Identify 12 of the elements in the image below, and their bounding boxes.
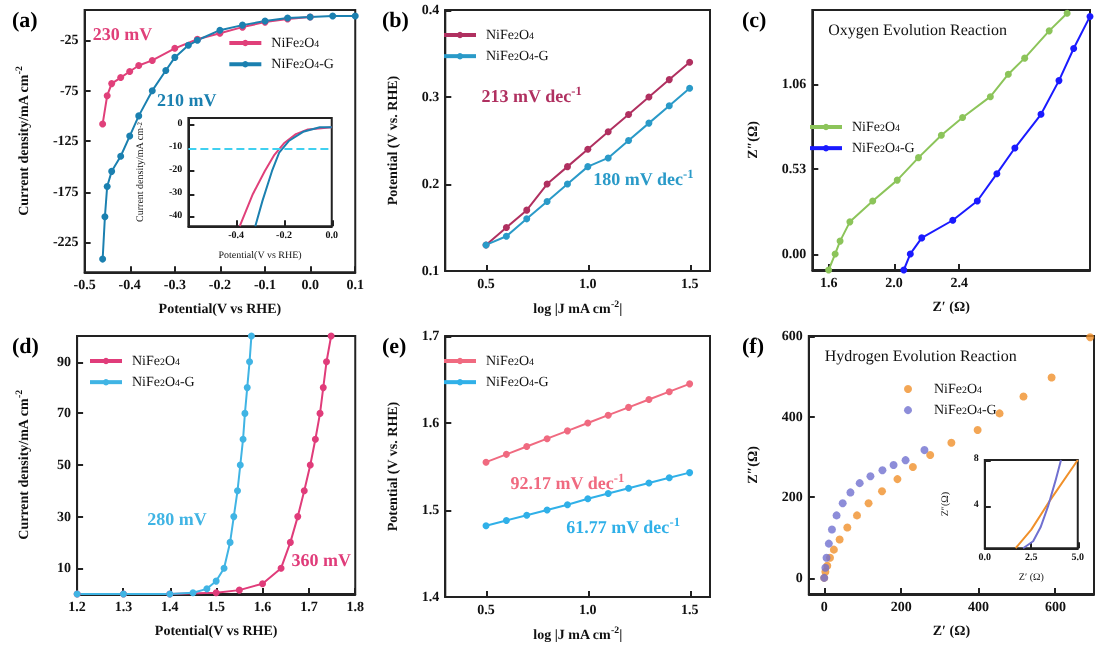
chart-title: (a) <box>12 9 39 33</box>
annotation: Hydrogen Evolution Reaction <box>824 347 1017 365</box>
annotation: 280 mV <box>147 509 208 530</box>
annotation: Oxygen Evolution Reaction <box>828 21 1007 39</box>
chart-title: (c) <box>742 9 768 33</box>
chart-title: (e) <box>382 335 408 359</box>
chart-title: (d) <box>12 335 40 359</box>
annotation: 210 mV <box>156 89 218 110</box>
annotation: 230 mV <box>92 24 154 45</box>
chart-title: (f) <box>742 335 765 359</box>
annotation: 360 mV <box>291 550 352 571</box>
chart-title: (b) <box>382 9 410 33</box>
